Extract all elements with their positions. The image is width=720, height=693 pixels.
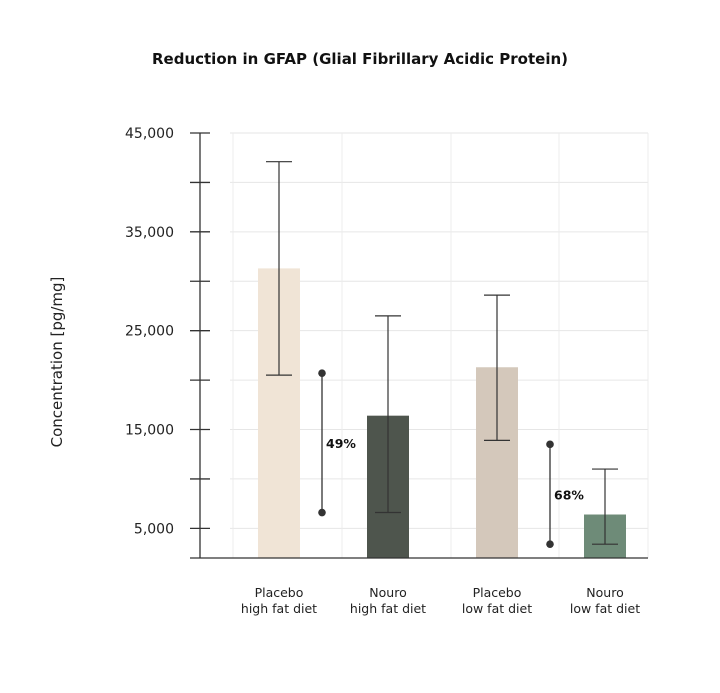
- axes: [190, 132, 648, 559]
- x-category-label: Placebo: [255, 585, 304, 600]
- y-tick-label: 25,000: [125, 324, 174, 340]
- y-tick-label: 35,000: [125, 225, 174, 241]
- chart-title: Reduction in GFAP (Glial Fibrillary Acid…: [152, 50, 568, 68]
- y-tick-label: 15,000: [125, 423, 174, 439]
- reduction-dot-top: [318, 369, 326, 377]
- y-tick-label: 45,000: [125, 126, 174, 142]
- x-category-label: low fat diet: [570, 601, 640, 616]
- reduction-label: 49%: [326, 436, 356, 451]
- reduction-dot-bottom: [318, 508, 326, 517]
- x-category-label: high fat diet: [241, 601, 317, 616]
- reduction-dot-top: [546, 440, 554, 449]
- y-axis-label: Concentration [pg/mg]: [48, 277, 66, 448]
- bars: [258, 268, 626, 558]
- error-bars: [266, 161, 618, 545]
- x-category-label: Nouro: [586, 585, 623, 600]
- reduction-dot-bottom: [546, 540, 554, 548]
- x-category-label: high fat diet: [350, 601, 426, 616]
- reduction-label: 68%: [554, 487, 584, 502]
- y-tick-label: 5,000: [134, 521, 174, 537]
- x-category-label: low fat diet: [462, 601, 532, 616]
- reduction-markers: 49% 68%: [318, 369, 584, 548]
- x-category-label: Nouro: [369, 585, 406, 600]
- x-category-label: Placebo: [473, 585, 522, 600]
- labels: 5,00015,00025,00035,00045,000Placebohigh…: [125, 126, 640, 616]
